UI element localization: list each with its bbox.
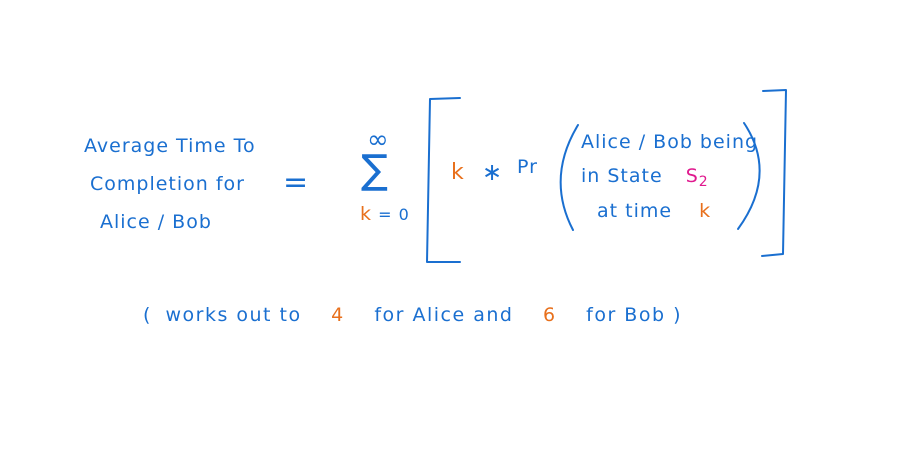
multiply-sign: ∗ — [482, 158, 504, 186]
footnote: ( works out to 4 for Alice and 6 for Bob… — [143, 306, 682, 325]
footnote-open-paren: ( — [143, 304, 152, 326]
state-letter: S — [685, 165, 699, 187]
term-k: k — [451, 160, 465, 185]
lhs-line-1: Average Time To — [84, 135, 256, 157]
prob-line-2-text: in State — [581, 165, 663, 187]
alice-value: 4 — [331, 304, 345, 326]
sigma-symbol: ∑ — [361, 147, 389, 193]
lhs-line-2: Completion for — [90, 173, 245, 195]
sum-index-start: = 0 — [378, 205, 410, 224]
equals-sign: = — [283, 165, 310, 200]
left-parenthesis — [559, 124, 579, 231]
footnote-text-3: for Bob — [586, 304, 666, 326]
footnote-text-1: works out to — [165, 304, 302, 326]
right-parenthesis — [737, 122, 761, 230]
lhs-line-3: Alice / Bob — [100, 211, 212, 233]
state-label: S2 — [685, 165, 709, 190]
footnote-close-paren: ) — [673, 304, 682, 326]
probability-operator: Pr — [517, 156, 538, 178]
footnote-text-2: for Alice and — [374, 304, 514, 326]
state-subscript: 2 — [698, 174, 709, 190]
prob-line-1: Alice / Bob being — [581, 131, 759, 153]
sum-index-variable: k — [360, 203, 373, 225]
time-k: k — [699, 200, 712, 222]
sum-upper-limit: ∞ — [367, 125, 390, 155]
sum-lower-limit: k = 0 — [360, 205, 410, 224]
prob-line-2: in State S2 — [581, 165, 709, 190]
prob-line-3: at time k — [597, 202, 711, 221]
right-square-bracket — [761, 89, 787, 257]
bob-value: 6 — [543, 304, 557, 326]
left-square-bracket — [426, 97, 461, 263]
prob-line-3-text: at time — [597, 200, 673, 222]
